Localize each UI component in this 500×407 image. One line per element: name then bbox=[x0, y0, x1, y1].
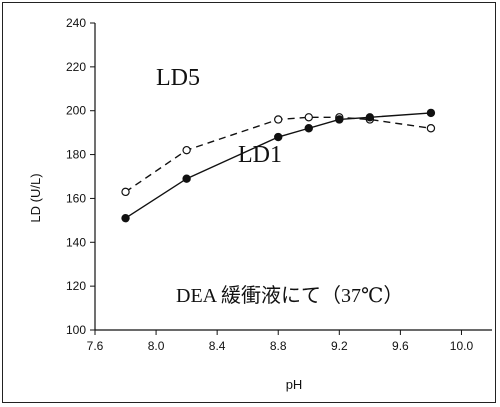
data-point-ld5 bbox=[182, 145, 191, 155]
x-tick-label: 10.0 bbox=[450, 339, 474, 353]
y-tick-label: 160 bbox=[66, 191, 86, 205]
data-point-ld1 bbox=[365, 113, 375, 122]
data-point-ld5 bbox=[274, 115, 283, 124]
data-markers bbox=[121, 108, 436, 223]
y-axis-label: LD (U/L) bbox=[28, 173, 43, 222]
axes bbox=[90, 22, 492, 335]
y-tick-label: 140 bbox=[66, 235, 86, 249]
x-tick-label: 7.6 bbox=[87, 339, 104, 353]
x-tick-label: 8.8 bbox=[270, 339, 287, 353]
data-point-ld5 bbox=[426, 124, 436, 133]
chart-frame bbox=[2, 2, 496, 403]
y-tick-label: 220 bbox=[66, 60, 86, 74]
data-point-ld5 bbox=[304, 113, 313, 122]
data-point-ld5 bbox=[121, 187, 130, 197]
data-point-ld1 bbox=[121, 213, 130, 223]
tick-labels: 100 120 140 160 180 200 220 240 7.6 8.0 8.4 8.8 9.2 9… bbox=[66, 16, 473, 353]
data-point-ld1 bbox=[426, 108, 436, 118]
data-point-ld1 bbox=[182, 174, 191, 183]
chart-annotation: DEA 緩衝液にて（37℃） bbox=[176, 284, 403, 307]
y-tick-label: 200 bbox=[66, 104, 86, 118]
x-axis-label: pH bbox=[286, 377, 303, 392]
x-tick-label: 8.0 bbox=[148, 339, 165, 353]
y-tick-label: 240 bbox=[66, 16, 86, 30]
data-point-ld1 bbox=[335, 115, 344, 124]
y-tick-label: 120 bbox=[66, 279, 86, 293]
x-tick-label: 9.2 bbox=[331, 339, 348, 353]
y-tick-label: 100 bbox=[66, 323, 86, 337]
data-point-ld1 bbox=[304, 124, 313, 133]
y-tick-label: 180 bbox=[66, 148, 86, 162]
series-label-ld1: LD1 bbox=[238, 142, 282, 168]
x-tick-label: 8.4 bbox=[209, 339, 226, 353]
data-point-ld1 bbox=[274, 132, 283, 142]
x-tick-label: 9.6 bbox=[392, 339, 409, 353]
series-label-ld5: LD5 bbox=[156, 65, 200, 91]
